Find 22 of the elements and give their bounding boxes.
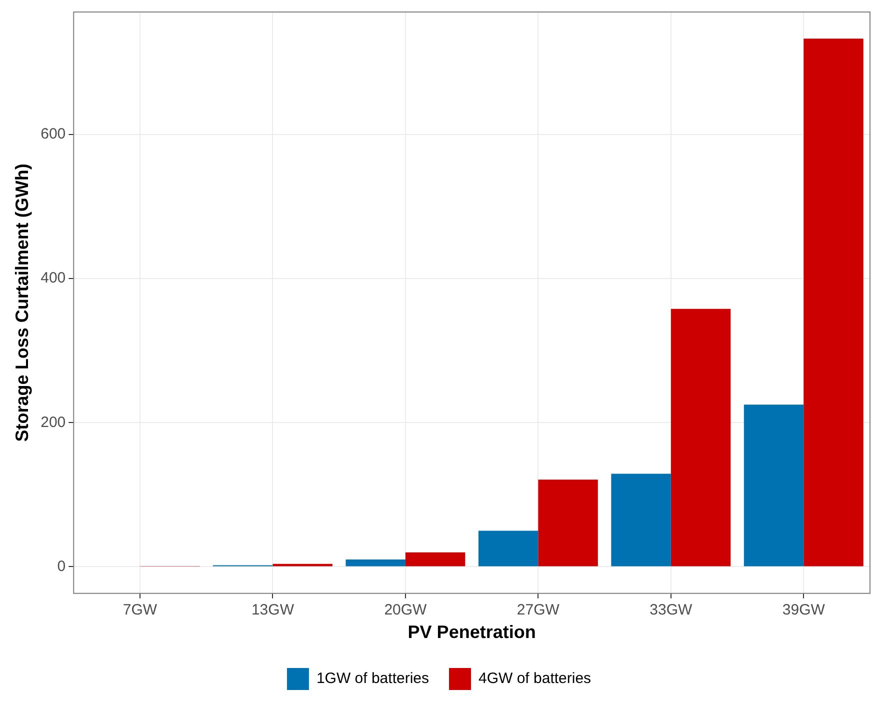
- y-tick-label: 0: [57, 558, 66, 575]
- x-axis-title: PV Penetration: [408, 622, 536, 642]
- x-tick-label: 13GW: [251, 602, 295, 619]
- y-tick-label: 600: [40, 126, 66, 143]
- bar: [744, 404, 804, 566]
- x-tick-label: 20GW: [384, 602, 428, 619]
- bar: [405, 552, 466, 566]
- x-tick-label: 33GW: [650, 602, 693, 619]
- x-tick-label: 27GW: [516, 602, 560, 619]
- bar: [611, 474, 671, 566]
- y-tick-label: 400: [40, 270, 66, 287]
- x-tick-label: 39GW: [782, 602, 826, 619]
- legend-label: 1GW of batteries: [316, 670, 430, 688]
- bar: [538, 480, 598, 566]
- bar: [346, 560, 406, 566]
- bar: [478, 530, 538, 566]
- bar: [804, 38, 864, 566]
- x-tick-label: 7GW: [122, 602, 158, 619]
- bar: [670, 308, 731, 566]
- y-tick-label: 200: [40, 414, 66, 431]
- y-axis-title: Storage Loss Curtailment (GWh): [12, 164, 32, 442]
- legend-label: 4GW of batteries: [478, 670, 592, 688]
